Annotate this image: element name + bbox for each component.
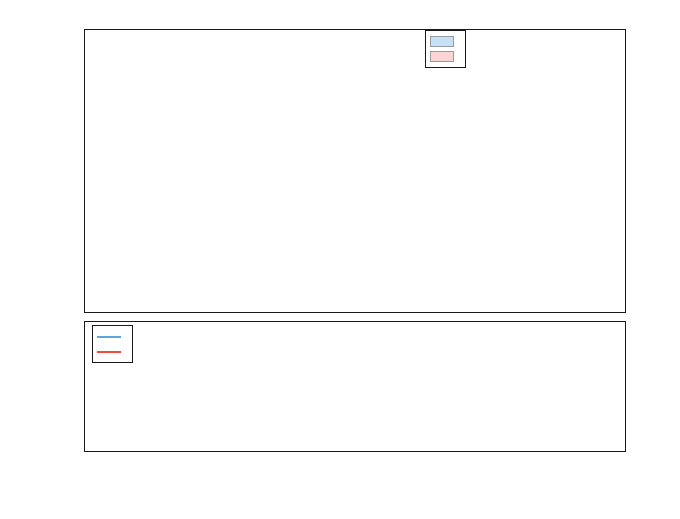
- swatch-net-short-line: [97, 350, 121, 353]
- traders-count-panel: [84, 321, 626, 452]
- swatch-net-short-area: [430, 51, 454, 62]
- price-sentiment-panel: [84, 29, 626, 313]
- legend-percentage: [425, 30, 466, 68]
- traders-count-plot: [85, 322, 625, 451]
- legend-item: [430, 49, 460, 64]
- legend-item: [430, 34, 460, 49]
- legend-item: [97, 329, 127, 344]
- swatch-net-long-area: [430, 36, 454, 47]
- legend-item: [97, 344, 127, 359]
- legend-traders-count: [92, 325, 133, 363]
- price-sentiment-plot: [85, 30, 625, 312]
- swatch-net-long-line: [97, 335, 121, 338]
